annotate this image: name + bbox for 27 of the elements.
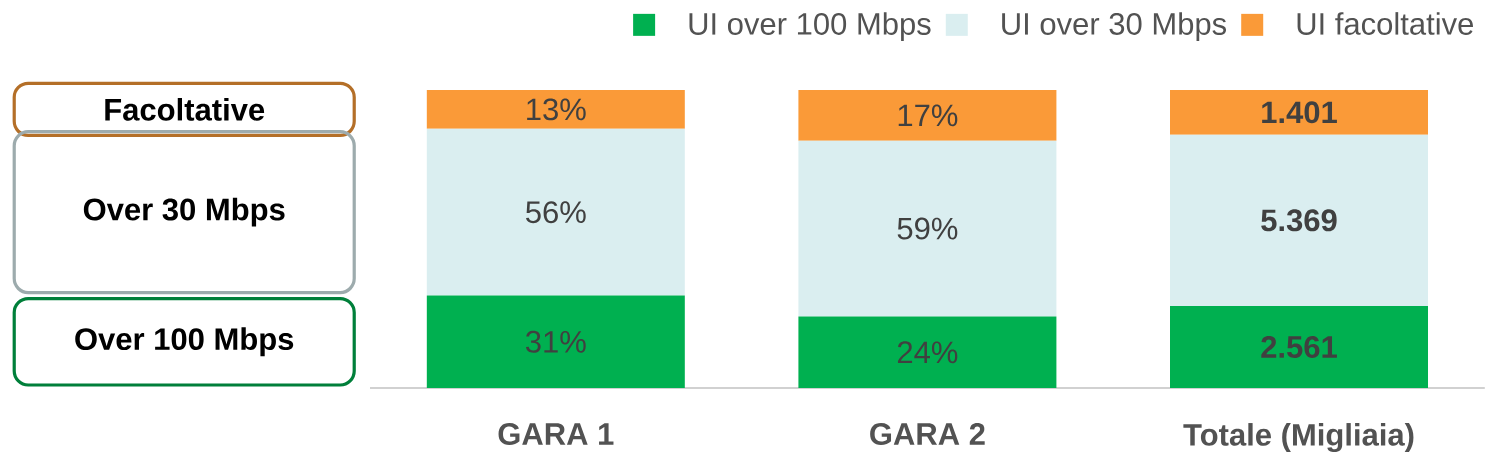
- data-label: 17%: [898, 104, 958, 127]
- data-label: 13%: [527, 98, 586, 121]
- bar: [426, 295, 685, 388]
- data-label: 24%: [897, 341, 958, 364]
- bar: [798, 89, 1057, 141]
- text: Over 100 Mbps: [75, 327, 294, 357]
- bar: [426, 89, 685, 129]
- x-tick-label: Totale (Migliaia): [1183, 423, 1414, 453]
- data-label: 56%: [526, 201, 586, 224]
- annotation: 5.369: [1261, 209, 1337, 232]
- bar: [426, 128, 685, 296]
- bar: [1170, 306, 1429, 388]
- legend-label: UI over 100 Mbps: [689, 12, 931, 42]
- text: Over 30 Mbps: [83, 197, 285, 227]
- x-tick-label: GARA 2: [870, 423, 985, 446]
- legend-label: UI over 30 Mbps: [1002, 12, 1227, 42]
- bar: [1170, 89, 1429, 135]
- data-label: 31%: [525, 330, 586, 353]
- annotation: 2.561: [1261, 336, 1337, 358]
- bar: [798, 140, 1057, 317]
- bar: [1170, 134, 1429, 307]
- text: Facoltative: [105, 97, 265, 121]
- legend-label: UI facoltative: [1297, 12, 1473, 35]
- data-label: 59%: [897, 217, 958, 240]
- x-tick-label: GARA 1: [498, 423, 614, 446]
- annotation: 1.401: [1262, 101, 1337, 124]
- bar: [798, 316, 1057, 388]
